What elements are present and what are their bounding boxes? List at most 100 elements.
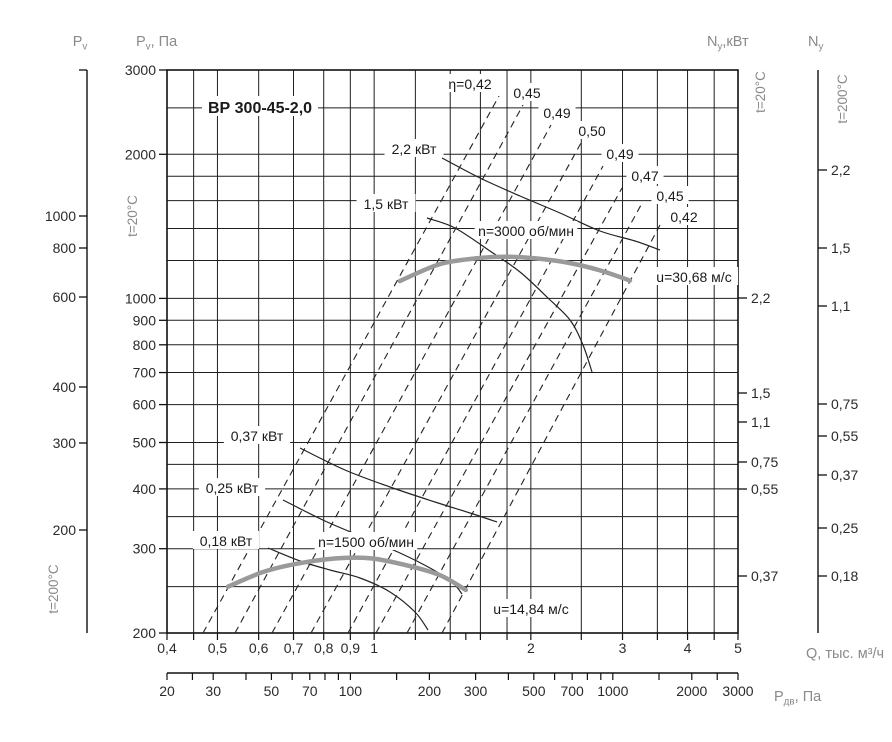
tick-label: 1000 xyxy=(45,208,76,224)
tick-label: 1,5 xyxy=(751,385,771,401)
tick-label: 5 xyxy=(734,640,742,656)
label-mask xyxy=(356,194,416,212)
temperature-label: t=20°C xyxy=(125,195,140,237)
tick-label: 500 xyxy=(133,435,157,451)
efficiency-line xyxy=(234,104,524,634)
tick-label: 200 xyxy=(418,683,442,699)
efficiency-label: 0,42 xyxy=(670,209,697,225)
tick-label: 0,18 xyxy=(831,568,858,584)
tick-label: 2000 xyxy=(676,683,707,699)
label-mask xyxy=(198,478,266,496)
efficiency-label: 0,49 xyxy=(606,146,633,162)
tick-label: 600 xyxy=(53,289,77,305)
tick-label: 0,37 xyxy=(831,467,858,483)
tick-label: 100 xyxy=(339,683,363,699)
tick-label: 700 xyxy=(560,683,584,699)
flow-axis-title: Q, тыс. м³/ч xyxy=(806,646,884,662)
label-mask xyxy=(486,599,576,617)
speed-label: n=1500 об/мин xyxy=(318,534,414,550)
plot-border xyxy=(166,69,739,634)
tick-label: 0,9 xyxy=(341,640,361,656)
power-label: 2,2 кВт xyxy=(392,141,437,157)
tick-label: 0,7 xyxy=(284,640,304,656)
tick-label: 900 xyxy=(133,312,157,328)
tick-label: 2000 xyxy=(125,146,156,162)
tick-label: 200 xyxy=(133,625,157,641)
tick-label: 0,75 xyxy=(751,454,778,470)
tick-label: 1000 xyxy=(597,683,628,699)
flow-axis: 0,4 0,5 0,6 0,7 0,8 0,9 1 2 3 4 5 Q, тыс. м³/ч xyxy=(157,633,884,662)
tick-label: 1000 xyxy=(125,290,156,306)
power-label: 1,5 кВт xyxy=(364,196,409,212)
label-mask xyxy=(384,139,444,157)
pressure-axis-20: 3000 2000 1000 900 800 700 600 500 400 300 200 Pv, … xyxy=(125,34,178,641)
efficiency-line xyxy=(375,187,623,634)
label-mask xyxy=(538,103,576,121)
tick-label: 0,25 xyxy=(831,520,858,536)
tick-label: 20 xyxy=(159,683,175,699)
tick-label: 3000 xyxy=(125,62,156,78)
power-axis-header: Nу xyxy=(808,34,823,53)
tick-label: 800 xyxy=(133,337,157,353)
tick-label: 0,75 xyxy=(831,396,858,412)
tick-label: 400 xyxy=(53,379,77,395)
power-label: 0,25 кВт xyxy=(206,480,259,496)
tick-label: 300 xyxy=(133,541,157,557)
tip-speed-label: u=14,84 м/с xyxy=(493,601,568,617)
tick-label: 400 xyxy=(133,481,157,497)
tick-label: 600 xyxy=(133,397,157,413)
dynamic-pressure-axis-title: Pдв, Па xyxy=(774,689,822,708)
speed-label: n=3000 об/мин xyxy=(478,223,574,239)
fan-curve-n3000 xyxy=(397,254,633,284)
label-mask xyxy=(649,267,739,285)
label-mask xyxy=(665,207,703,225)
label-mask xyxy=(201,96,319,116)
tick-label: 1,5 xyxy=(831,240,851,256)
label-mask xyxy=(444,74,496,92)
tick-label: 1,1 xyxy=(831,298,851,314)
tick-label: 4 xyxy=(684,640,692,656)
power-axis-header: Nу,кВт xyxy=(707,34,749,53)
fan-curves xyxy=(225,254,633,593)
label-mask xyxy=(223,426,291,444)
efficiency-label: 0,45 xyxy=(513,85,540,101)
label-mask xyxy=(573,121,611,139)
tick-label: 3000 xyxy=(722,683,753,699)
temperature-label: t=200°C xyxy=(46,564,61,614)
pressure-axis-header: Pv xyxy=(73,34,88,53)
efficiency-line xyxy=(406,204,642,634)
power-axis-200: 2,2 1,5 1,1 0,75 0,55 0,37 0,25 0,18 Nу t=200°C xyxy=(808,34,858,633)
tick-label: 0,5 xyxy=(208,640,228,656)
chart-labels: ВР 300-45-2,0η=0,420,450,490,500,490,470… xyxy=(192,74,739,617)
label-mask xyxy=(192,531,260,549)
tick-label: 0,55 xyxy=(751,481,778,497)
label-mask xyxy=(601,144,639,162)
efficiency-label: 0,47 xyxy=(631,168,658,184)
power-axis-20: 2,2 1,5 1,1 0,75 0,55 0,37 Nу,кВт t=20°C xyxy=(707,34,778,584)
efficiency-line xyxy=(347,165,604,634)
power-line xyxy=(267,547,429,631)
tick-label: 0,37 xyxy=(751,568,778,584)
power-line xyxy=(426,217,593,373)
temperature-label: t=200°C xyxy=(835,74,850,124)
tick-label: 70 xyxy=(302,683,318,699)
label-mask xyxy=(651,186,689,204)
tick-label: 0,8 xyxy=(314,640,334,656)
tick-label: 0,55 xyxy=(831,428,858,444)
temperature-label: t=20°C xyxy=(753,71,768,113)
power-label: 0,37 кВт xyxy=(231,428,284,444)
tick-label: 0,4 xyxy=(157,640,177,656)
efficiency-label: 0,45 xyxy=(656,188,683,204)
efficiency-line xyxy=(310,142,582,634)
tick-label: 700 xyxy=(133,365,157,381)
tip-speed-label: u=30,68 м/с xyxy=(656,269,731,285)
fan-curve-n1500 xyxy=(225,555,469,593)
power-label: 0,18 кВт xyxy=(200,533,253,549)
tick-label: 500 xyxy=(522,683,546,699)
tick-label: 300 xyxy=(464,683,488,699)
tick-label: 800 xyxy=(53,240,77,256)
label-mask xyxy=(474,221,578,239)
tick-label: 1,1 xyxy=(751,414,771,430)
tick-label: 3 xyxy=(619,640,627,656)
